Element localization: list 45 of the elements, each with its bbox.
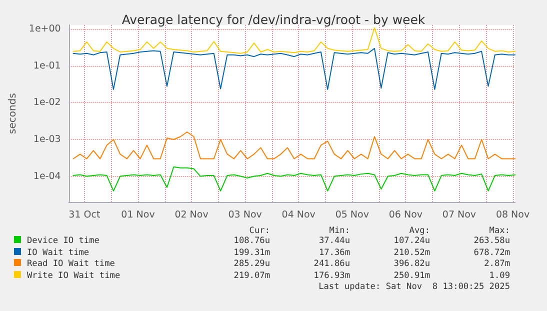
y-tick-label: 1e-04	[33, 170, 61, 182]
line-series	[72, 166, 516, 192]
x-tick-label: 08 Nov	[496, 210, 530, 220]
legend-label: Write IO Wait time	[26, 270, 120, 280]
text: 396.82u	[394, 259, 430, 269]
text: 219.07m	[234, 270, 270, 280]
y-tick-label: 1e-01	[33, 60, 61, 72]
text: Last update: Sat Nov 8 13:00:25 2025	[318, 282, 510, 292]
y-tick-label: 1e-02	[33, 97, 61, 108]
text: 17.36m	[318, 248, 350, 258]
text: 107.24u	[394, 236, 430, 246]
legend-label: Read IO Wait time	[26, 259, 115, 269]
x-tick-label: 04 Nov	[282, 210, 316, 220]
text: 210.52m	[394, 248, 430, 258]
x-tick-label: 07 Nov	[442, 210, 476, 220]
chart-title: Average latency for /dev/indra-vg/root - by week	[122, 12, 426, 27]
text: Avg:	[409, 226, 430, 236]
line-series	[72, 27, 516, 54]
x-tick-label: 31 Oct	[68, 210, 100, 220]
legend-label: Device IO time	[26, 236, 100, 246]
text: 108.76u	[234, 236, 270, 246]
y-tick-label: 1e-03	[33, 134, 61, 146]
text: 1.09	[489, 270, 510, 280]
text: 285.29u	[234, 259, 270, 269]
y-tick-label: 1e+00	[28, 24, 61, 35]
text: 2.87m	[484, 259, 510, 269]
text: Min:	[329, 226, 350, 236]
legend-label: IO Wait time	[26, 248, 90, 258]
text: 250.91m	[394, 270, 430, 280]
y-axis-title: seconds	[8, 93, 18, 134]
text: Cur:	[249, 226, 270, 236]
x-tick-label: 02 Nov	[174, 210, 209, 220]
line-series	[72, 48, 516, 90]
text: Max:	[489, 226, 510, 236]
text: 263.58u	[474, 236, 510, 246]
x-tick-label: 03 Nov	[228, 210, 262, 220]
x-tick-label: 05 Nov	[335, 210, 370, 220]
x-tick-label: 06 Nov	[388, 210, 423, 220]
text: 241.86u	[314, 259, 350, 269]
line-series	[72, 132, 516, 160]
text: 176.93m	[314, 270, 350, 280]
text: 199.31m	[234, 248, 270, 258]
x-tick-label: 01 Nov	[121, 210, 156, 220]
text: 678.72m	[474, 248, 510, 258]
text: 37.44u	[318, 236, 350, 246]
